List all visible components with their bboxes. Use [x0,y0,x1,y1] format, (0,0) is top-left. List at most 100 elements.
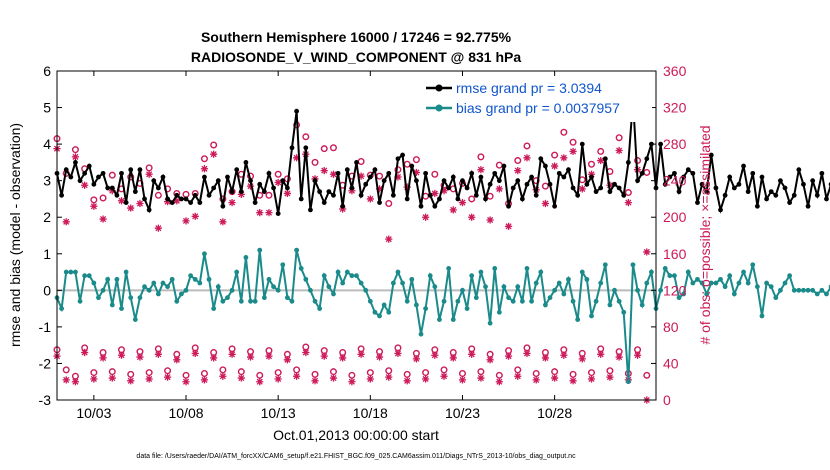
obs-assimilated-point [523,349,531,357]
bias-point [460,287,465,293]
obs-assimilated-point [440,372,448,380]
obs-assimilated-point [532,376,540,384]
rmse-point [225,174,230,180]
rmse-point [400,152,405,158]
obs-assimilated-point [127,204,135,212]
obs-assimilated-point [154,224,162,232]
obs-assimilated-point [265,209,273,217]
obs-assimilated-point [228,350,236,358]
rmse-point [533,192,539,198]
obs-assimilated-point [615,146,623,155]
obs-assimilated-point [127,377,135,385]
bias-point [381,302,387,308]
rmse-point [672,170,677,176]
rmse-point [155,185,161,191]
rmse-point [91,181,97,187]
rmse-point [483,196,488,202]
obs-possible-point [210,141,218,149]
rmse-point [294,108,299,114]
rmse-point [778,178,783,184]
obs-assimilated-point [431,189,439,198]
rmse-point [768,189,774,195]
bias-point [114,276,120,282]
obs-possible-point [643,371,651,379]
rmse-point [801,181,806,187]
rmse-point [271,185,276,191]
obs-assimilated-point [541,354,550,362]
bias-point [109,302,115,308]
rmse-point [317,189,323,195]
obs-assimilated-point [587,375,596,383]
obs-assimilated-point [504,352,513,360]
rmse-point [183,196,189,202]
obs-assimilated-point [62,376,70,384]
obs-assimilated-point [320,167,328,175]
rmse-point [658,141,664,147]
rmse-point [676,189,682,195]
data-file-footer: data file: /Users/raeder/DAI/ATM_forcXX/… [136,453,576,460]
rmse-point [741,163,746,169]
obs-possible-point [385,200,393,208]
bias-point [538,269,544,275]
obs-assimilated-point [200,376,209,384]
y-tick-label: 1 [43,246,51,262]
obs-assimilated-point [422,375,430,383]
bias-point [791,287,797,293]
bias-point [331,291,336,297]
bias-point [252,298,258,304]
obs-possible-point [486,192,494,200]
rmse-point [261,189,267,195]
rmse-point [427,192,433,198]
bias-point [519,298,525,304]
rmse-point [713,185,719,191]
rmse-point [759,174,765,180]
bias-point [579,269,585,275]
bias-point [556,280,562,286]
rmse-point [229,189,235,195]
obs-assimilated-point [551,374,559,382]
y2-tick-label: 160 [663,246,687,262]
obs-possible-point [90,369,98,377]
bias-point [455,298,461,304]
bias-point [759,313,765,319]
bias-point [704,291,710,297]
rmse-point [791,192,797,198]
rmse-point [215,178,221,184]
rmse-point [625,159,631,165]
bias-point [699,280,705,286]
legend-bias-marker [435,104,443,112]
bias-point [96,295,101,301]
bias-point [672,273,677,279]
y2-axis-label: # of obs: o=possible; ×=assimilated [697,125,713,344]
rmse-point [86,163,92,169]
bias-point [215,284,221,290]
rmse-point [289,145,295,151]
rmse-point [151,178,157,184]
y-tick-label: 3 [43,173,51,189]
bias-point [741,269,746,275]
obs-possible-point [357,157,365,165]
bias-point [782,280,788,286]
obs-assimilated-point [587,170,596,178]
obs-assimilated-point [495,185,503,193]
rmse-point [824,196,829,202]
bias-point [731,291,737,297]
obs-possible-point [311,370,319,378]
obs-assimilated-point [90,202,98,210]
bias-point [464,306,470,312]
bias-point [529,298,534,304]
rmse-point [100,170,106,176]
rmse-point [432,203,438,209]
obs-assimilated-point [274,375,282,383]
bias-point [400,280,405,286]
bias-point [248,298,253,304]
obs-assimilated-point [643,248,651,256]
obs-assimilated-point [274,178,282,187]
obs-assimilated-point [339,205,347,213]
rmse-point [284,185,290,191]
bias-point [354,273,359,279]
obs-assimilated-point [246,353,255,361]
bias-point [764,280,769,286]
bias-point [805,287,811,293]
rmse-point [395,156,401,162]
